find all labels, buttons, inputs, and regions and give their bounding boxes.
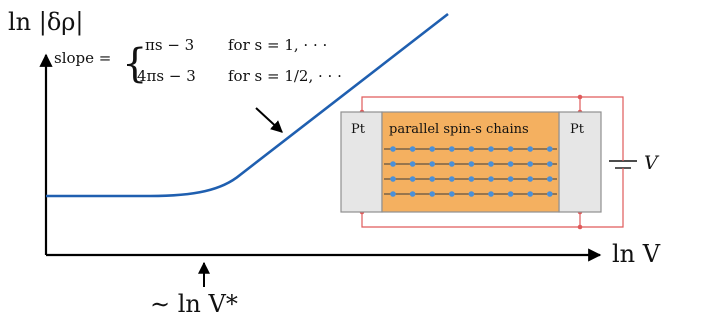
left-electrode-label: Pt bbox=[351, 122, 366, 137]
spin-site bbox=[390, 176, 396, 182]
spin-site bbox=[547, 191, 553, 197]
spin-site bbox=[429, 161, 436, 167]
spin-site bbox=[507, 161, 514, 167]
spin-site bbox=[409, 161, 416, 167]
slope-case2-expr: 4πs − 3 bbox=[137, 67, 196, 85]
spin-site bbox=[449, 176, 455, 182]
spin-site bbox=[507, 191, 514, 197]
spin-site bbox=[449, 146, 455, 152]
spin-site bbox=[488, 161, 494, 167]
circuit-wire-bottom bbox=[361, 172, 624, 228]
junction-dot bbox=[577, 94, 583, 100]
spin-site bbox=[429, 176, 436, 182]
spin-site bbox=[429, 191, 436, 197]
spin-site bbox=[488, 176, 494, 182]
spin-site bbox=[409, 146, 416, 152]
slope-lhs: slope = bbox=[54, 49, 111, 67]
spin-site bbox=[429, 146, 436, 152]
spin-site bbox=[507, 176, 514, 182]
slope-case1-cond: for s = 1, · · · bbox=[228, 36, 327, 54]
spin-site bbox=[468, 176, 475, 182]
slope-case2-cond: for s = 1/2, · · · bbox=[228, 67, 342, 85]
spin-site bbox=[390, 191, 396, 197]
right-electrode bbox=[558, 111, 602, 213]
left-electrode bbox=[340, 111, 383, 213]
spin-site bbox=[449, 191, 455, 197]
spin-site bbox=[547, 161, 553, 167]
spin-site bbox=[468, 161, 475, 167]
spin-chains bbox=[384, 146, 557, 197]
spin-site bbox=[527, 191, 533, 197]
spin-site bbox=[449, 161, 455, 167]
device-schematic: V Pt Pt parallel spin-s chains bbox=[340, 94, 660, 230]
spin-site bbox=[547, 146, 553, 152]
spin-site bbox=[488, 146, 494, 152]
spin-site bbox=[547, 176, 553, 182]
threshold-label: ∼ ln V* bbox=[150, 290, 238, 318]
spin-site bbox=[527, 146, 533, 152]
spin-site bbox=[507, 146, 514, 152]
x-axis-label: ln V bbox=[612, 240, 661, 268]
spin-site bbox=[468, 191, 475, 197]
right-electrode-label: Pt bbox=[570, 122, 585, 137]
slope-brace: { bbox=[122, 41, 147, 87]
spin-site bbox=[527, 161, 533, 167]
spin-site bbox=[409, 176, 416, 182]
junction-dot bbox=[577, 224, 583, 230]
spin-site bbox=[468, 146, 475, 152]
slope-case1-expr: πs − 3 bbox=[145, 36, 194, 54]
circuit-wire-top bbox=[361, 96, 624, 150]
spin-site bbox=[409, 191, 416, 197]
spin-site bbox=[527, 176, 533, 182]
spin-site bbox=[390, 161, 396, 167]
y-axis-label: ln |δρ| bbox=[8, 8, 84, 37]
spin-site bbox=[390, 146, 396, 152]
spin-site bbox=[488, 191, 494, 197]
channel-label: parallel spin-s chains bbox=[389, 122, 529, 137]
slope-pointer-arrow bbox=[255, 107, 283, 133]
ln-delta-rho-curve bbox=[46, 12, 449, 198]
source-label: V bbox=[644, 152, 660, 174]
